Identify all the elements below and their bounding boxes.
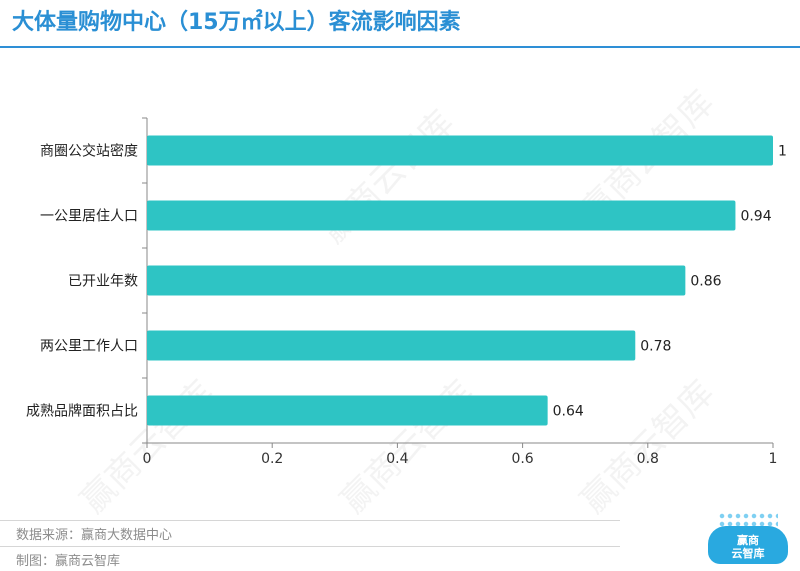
bar (147, 200, 736, 231)
chart-title: 大体量购物中心（15万㎡以上）客流影响因素 (12, 10, 461, 35)
logo-cloud (708, 526, 788, 564)
data-label: 1 (778, 144, 787, 160)
data-label: 0.94 (740, 209, 771, 225)
logo-text: 赢商 云智库 (708, 534, 788, 560)
footer-divider (0, 520, 620, 521)
x-tick-label: 0.6 (511, 451, 533, 467)
x-tick-label: 0.2 (261, 451, 283, 467)
logo-dots (718, 512, 778, 528)
brand-logo: 赢商 云智库 (708, 512, 788, 564)
x-tick-label: 0.4 (386, 451, 408, 467)
source-note: 数据来源：赢商大数据中心 (16, 528, 173, 543)
category-label: 商圈公交站密度 (40, 143, 138, 160)
bar (147, 265, 686, 296)
x-tick-label: 1 (769, 451, 778, 467)
maker-note: 制图：赢商云智库 (16, 554, 121, 569)
bar (147, 135, 773, 166)
data-label: 0.78 (640, 339, 671, 355)
x-tick-label: 0 (143, 451, 152, 467)
x-tick-label: 0.8 (637, 451, 659, 467)
data-label: 0.86 (690, 274, 721, 290)
bar (147, 395, 548, 426)
title-underline (0, 46, 800, 48)
logo-line-2: 云智库 (731, 547, 765, 560)
footer-divider (0, 546, 620, 547)
category-label: 两公里工作人口 (40, 339, 138, 355)
bar (147, 330, 636, 361)
logo-line-1: 赢商 (737, 534, 759, 547)
category-label: 成熟品牌面积占比 (26, 403, 138, 420)
data-label: 0.64 (553, 404, 584, 420)
category-label: 已开业年数 (68, 274, 138, 290)
category-label: 一公里居住人口 (40, 209, 138, 225)
